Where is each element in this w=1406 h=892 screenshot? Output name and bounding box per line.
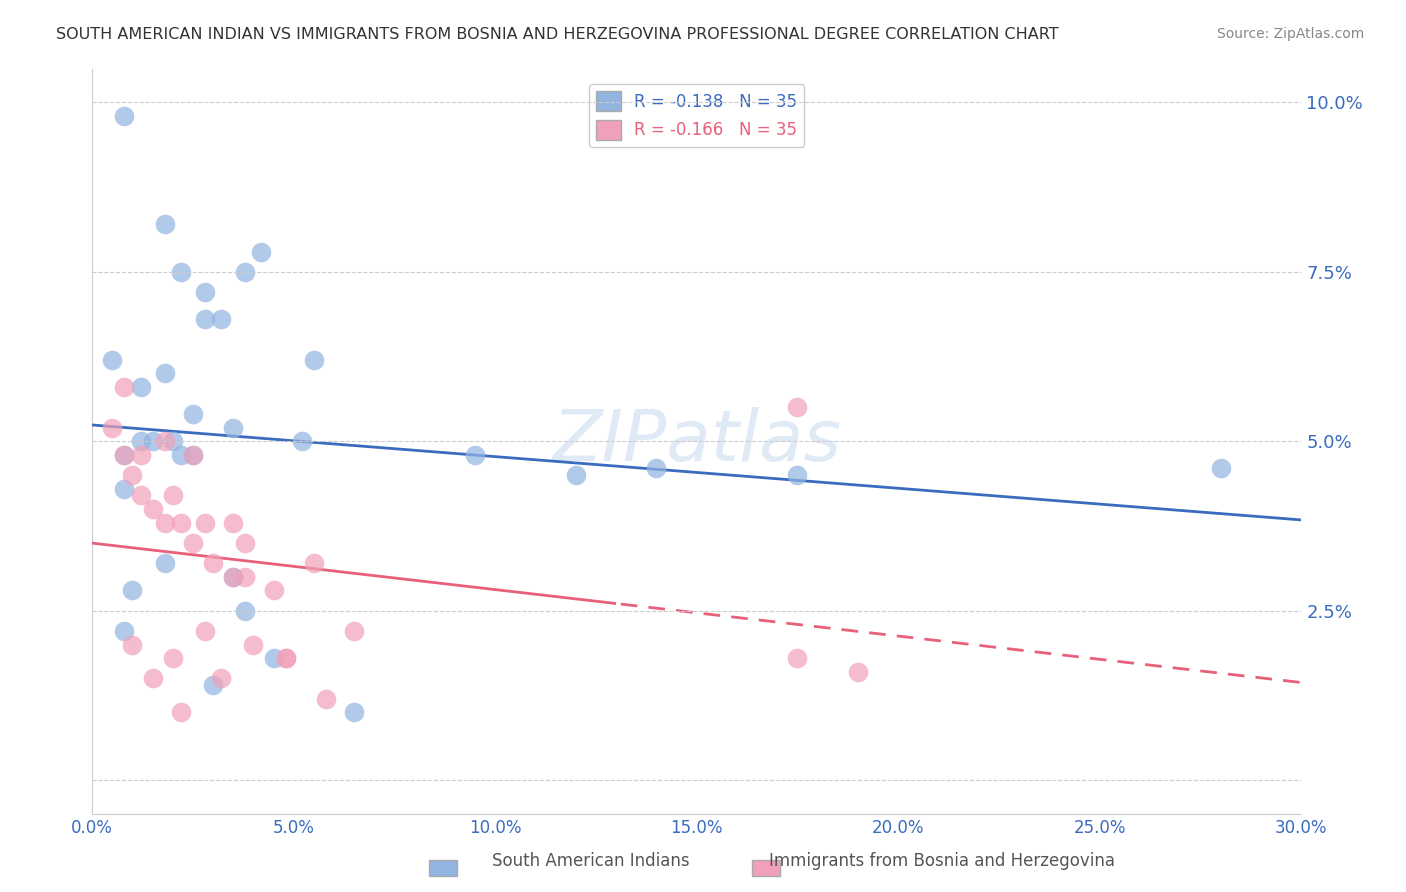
- Point: [170, 448, 193, 462]
- Point: [170, 706, 193, 720]
- Point: [645, 461, 668, 475]
- Point: [222, 420, 245, 434]
- Point: [222, 516, 245, 530]
- Point: [274, 651, 297, 665]
- Text: SOUTH AMERICAN INDIAN VS IMMIGRANTS FROM BOSNIA AND HERZEGOVINA PROFESSIONAL DEG: SOUTH AMERICAN INDIAN VS IMMIGRANTS FROM…: [56, 27, 1059, 42]
- Text: ZIPatlas: ZIPatlas: [553, 407, 841, 475]
- Point: [153, 218, 176, 232]
- Point: [121, 468, 143, 483]
- Point: [302, 556, 325, 570]
- Point: [302, 353, 325, 368]
- Point: [194, 624, 217, 638]
- Point: [153, 367, 176, 381]
- Point: [315, 691, 337, 706]
- Point: [464, 448, 486, 462]
- Point: [233, 536, 256, 550]
- Point: [202, 556, 225, 570]
- Point: [233, 265, 256, 279]
- Point: [263, 583, 285, 598]
- Point: [565, 468, 588, 483]
- Point: [129, 488, 152, 502]
- Point: [1209, 461, 1232, 475]
- Point: [170, 516, 193, 530]
- Point: [194, 285, 217, 300]
- Point: [209, 672, 232, 686]
- Point: [786, 401, 808, 415]
- Point: [129, 448, 152, 462]
- Point: [181, 448, 204, 462]
- Point: [162, 651, 184, 665]
- Point: [112, 624, 135, 638]
- Point: [274, 651, 297, 665]
- Point: [786, 468, 808, 483]
- Legend: R = -0.138   N = 35, R = -0.166   N = 35: R = -0.138 N = 35, R = -0.166 N = 35: [589, 85, 804, 146]
- Point: [112, 448, 135, 462]
- Point: [181, 448, 204, 462]
- Point: [162, 434, 184, 449]
- Point: [209, 312, 232, 326]
- Point: [129, 434, 152, 449]
- Point: [129, 380, 152, 394]
- Point: [142, 502, 165, 516]
- Point: [101, 353, 124, 368]
- Point: [291, 434, 314, 449]
- Point: [846, 665, 869, 679]
- Point: [112, 380, 135, 394]
- Point: [263, 651, 285, 665]
- Point: [233, 604, 256, 618]
- Text: Source: ZipAtlas.com: Source: ZipAtlas.com: [1216, 27, 1364, 41]
- Point: [222, 570, 245, 584]
- Text: South American Indians: South American Indians: [492, 852, 689, 870]
- Point: [194, 516, 217, 530]
- Point: [121, 638, 143, 652]
- Point: [112, 448, 135, 462]
- Point: [222, 570, 245, 584]
- Point: [142, 434, 165, 449]
- Point: [343, 624, 366, 638]
- Point: [162, 488, 184, 502]
- Point: [112, 482, 135, 496]
- Point: [202, 678, 225, 692]
- Point: [181, 536, 204, 550]
- Point: [242, 638, 264, 652]
- Point: [153, 434, 176, 449]
- Point: [250, 244, 273, 259]
- Text: Immigrants from Bosnia and Herzegovina: Immigrants from Bosnia and Herzegovina: [769, 852, 1115, 870]
- Point: [112, 109, 135, 123]
- Point: [233, 570, 256, 584]
- Point: [181, 407, 204, 421]
- Point: [153, 556, 176, 570]
- Point: [153, 516, 176, 530]
- Point: [194, 312, 217, 326]
- Point: [170, 265, 193, 279]
- Point: [121, 583, 143, 598]
- Point: [786, 651, 808, 665]
- Point: [343, 706, 366, 720]
- Point: [142, 672, 165, 686]
- Point: [101, 420, 124, 434]
